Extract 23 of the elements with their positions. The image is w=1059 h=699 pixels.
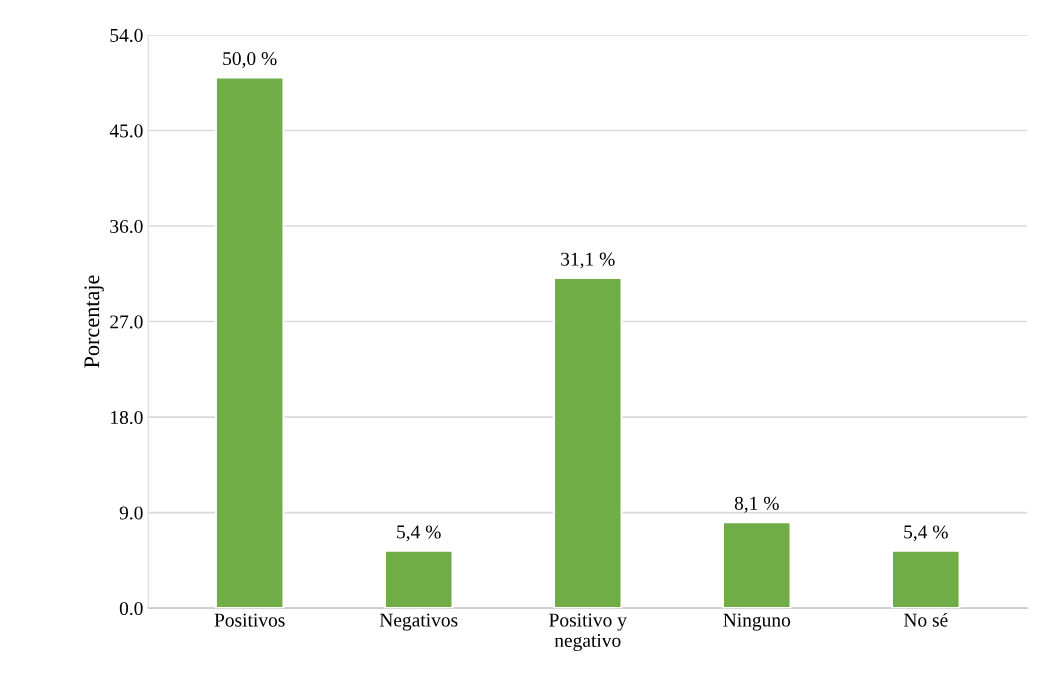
y-tick-label: 18.0 xyxy=(111,410,143,425)
bar xyxy=(383,549,454,609)
bar xyxy=(214,76,285,609)
bar xyxy=(721,521,792,609)
data-label: 50,0 % xyxy=(223,52,277,68)
x-tick-label: Positivos xyxy=(214,613,285,627)
y-tick-label: 36.0 xyxy=(110,219,143,234)
bar xyxy=(552,276,623,609)
data-label: 5,4 % xyxy=(397,525,441,542)
data-label: 5,4 % xyxy=(904,525,948,542)
data-label: 8,1 % xyxy=(734,496,779,513)
x-tick-label: Positivo y negativo xyxy=(549,613,627,652)
y-tick-label: 54.0 xyxy=(110,28,143,42)
y-tick-label: 27.0 xyxy=(110,315,143,329)
x-tick-label: No sé xyxy=(903,612,948,627)
y-tick-label: 9.0 xyxy=(119,506,143,520)
data-label: 31,1 % xyxy=(561,252,615,269)
y-axis-title: Porcentaje xyxy=(84,275,104,368)
y-tick-label: 0.0 xyxy=(119,601,143,616)
x-tick-label: Ninguno xyxy=(723,613,791,631)
x-tick-label: Negativos xyxy=(379,613,458,631)
bar xyxy=(890,549,961,609)
y-tick-label: 45.0 xyxy=(109,124,143,138)
